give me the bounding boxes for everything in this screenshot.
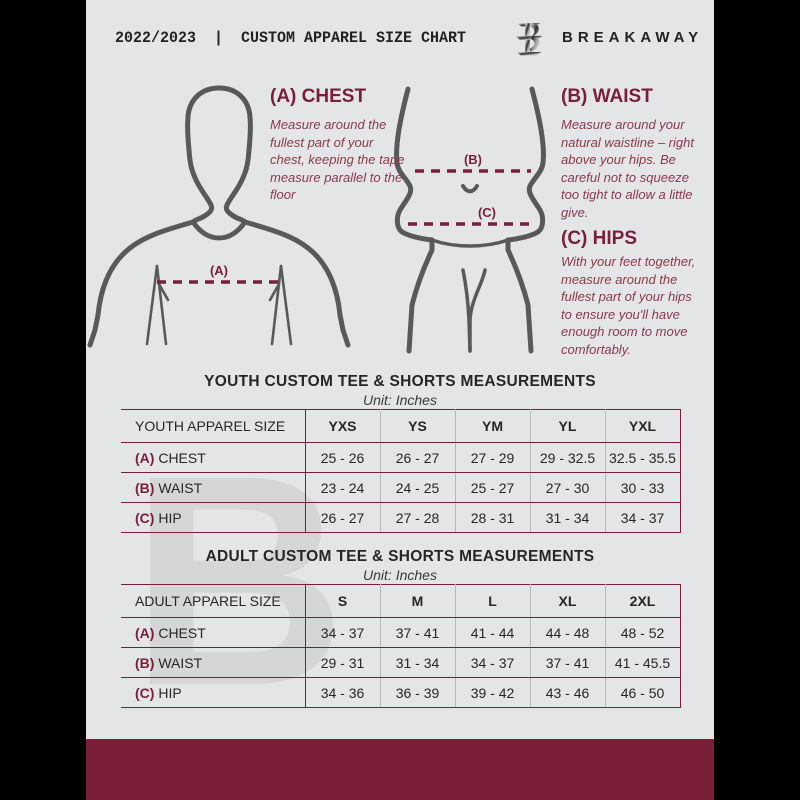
svg-text:(A): (A) (210, 263, 228, 278)
svg-text:(B): (B) (464, 152, 482, 167)
svg-text:(C): (C) (478, 205, 496, 220)
